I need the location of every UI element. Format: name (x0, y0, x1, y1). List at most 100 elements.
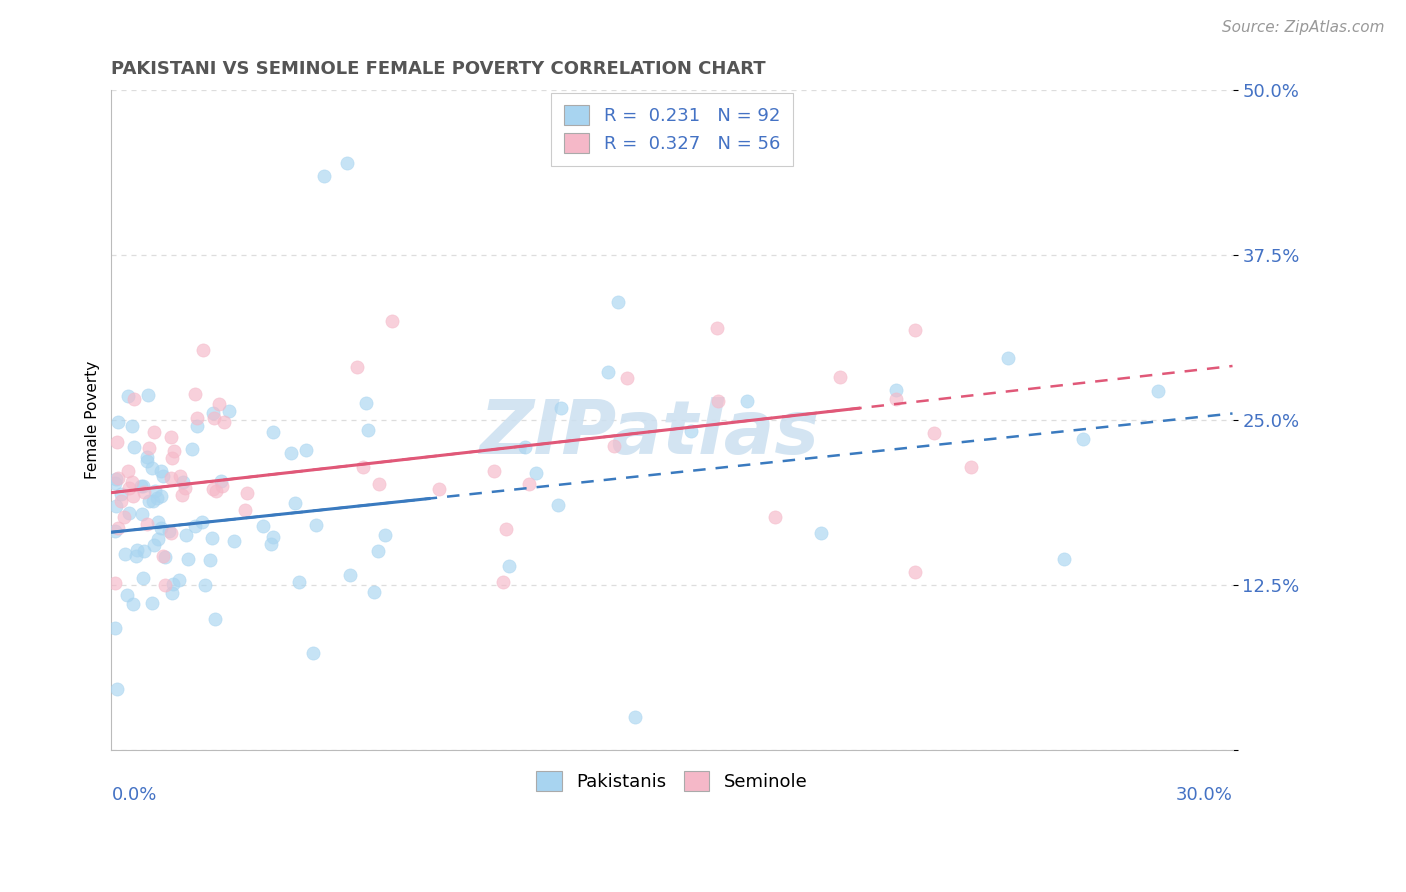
Point (205, 484, 228, 499)
Point (159, 430, 181, 444)
Point (517, 477, 540, 491)
Point (209, 474, 232, 488)
Point (129, 479, 152, 493)
Point (904, 565, 927, 579)
Point (117, 389, 139, 403)
Point (121, 419, 143, 434)
Text: 30.0%: 30.0% (1175, 786, 1233, 805)
Point (606, 295, 628, 310)
Point (763, 510, 786, 524)
Point (105, 472, 128, 486)
Point (174, 527, 197, 541)
Point (363, 584, 385, 599)
Point (208, 397, 231, 411)
Point (287, 575, 309, 590)
Point (367, 544, 389, 558)
Point (110, 487, 132, 501)
Point (884, 383, 907, 397)
Point (114, 547, 136, 561)
Point (1071, 432, 1094, 446)
Point (212, 415, 235, 429)
Point (830, 370, 852, 384)
Point (141, 460, 163, 475)
Point (132, 544, 155, 558)
Point (162, 576, 184, 591)
Point (125, 549, 148, 563)
Point (153, 549, 176, 564)
Point (374, 528, 396, 542)
Point (107, 521, 129, 535)
Point (162, 443, 184, 458)
Point (105, 499, 128, 513)
Point (201, 531, 224, 545)
Point (381, 314, 404, 328)
Point (262, 425, 284, 439)
Point (146, 516, 169, 530)
Legend: Pakistanis, Seminole: Pakistanis, Seminole (527, 763, 817, 800)
Point (132, 479, 155, 493)
Point (118, 481, 141, 495)
Point (495, 522, 517, 536)
Point (160, 586, 183, 600)
Point (201, 483, 224, 497)
Point (105, 435, 128, 450)
Y-axis label: Female Poverty: Female Poverty (86, 361, 100, 479)
Point (152, 549, 174, 563)
Point (157, 524, 180, 538)
Point (135, 516, 157, 531)
Point (115, 588, 138, 602)
Point (314, 169, 336, 183)
Point (280, 446, 302, 460)
Point (1146, 384, 1168, 399)
Point (143, 484, 166, 499)
Point (222, 533, 245, 548)
Point (110, 494, 132, 508)
Point (904, 323, 927, 337)
Point (482, 464, 505, 478)
Point (262, 530, 284, 544)
Point (174, 481, 197, 495)
Point (368, 477, 391, 491)
Point (104, 621, 127, 635)
Point (131, 507, 153, 521)
Point (357, 423, 380, 437)
Point (233, 502, 256, 516)
Point (356, 396, 378, 410)
Point (960, 460, 983, 475)
Point (284, 495, 307, 509)
Point (122, 597, 145, 611)
Point (336, 156, 359, 170)
Point (183, 519, 205, 533)
Point (679, 425, 702, 439)
Point (104, 524, 127, 539)
Point (148, 532, 170, 546)
Point (112, 509, 135, 524)
Point (352, 460, 374, 475)
Point (616, 371, 638, 385)
Point (105, 682, 128, 697)
Point (121, 475, 143, 490)
Point (211, 479, 233, 493)
Point (143, 425, 166, 439)
Point (706, 321, 728, 335)
Point (150, 464, 173, 478)
Point (735, 394, 758, 409)
Point (305, 517, 328, 532)
Point (117, 464, 139, 478)
Point (1053, 551, 1076, 566)
Point (515, 440, 537, 454)
Point (146, 491, 169, 505)
Point (172, 475, 194, 489)
Point (107, 415, 129, 429)
Point (138, 493, 160, 508)
Point (194, 578, 217, 592)
Point (107, 471, 129, 485)
Point (193, 343, 215, 357)
Point (204, 612, 226, 626)
Point (141, 596, 163, 610)
Point (922, 425, 945, 440)
Point (136, 450, 159, 465)
Point (150, 489, 173, 503)
Point (104, 576, 127, 591)
Point (136, 454, 159, 468)
